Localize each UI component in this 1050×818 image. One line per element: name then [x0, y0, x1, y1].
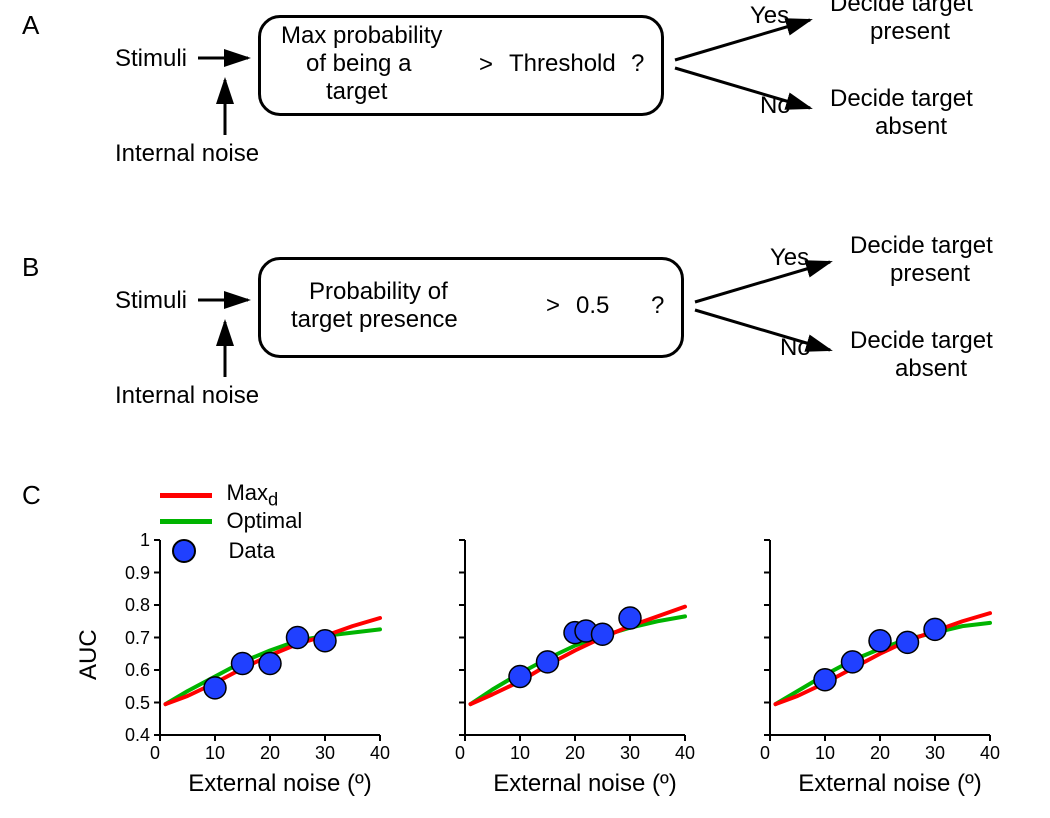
decide-present-b-l2: present [890, 260, 970, 288]
x-axis-label: External noise (º) [750, 770, 1030, 798]
no-b: No [780, 334, 811, 362]
yes-a: Yes [750, 2, 789, 30]
process-box-b: Probability of target presence > 0.5 ? [258, 257, 684, 358]
chart-panel-1: 0102030400.40.50.60.70.80.91External noi… [140, 530, 420, 810]
box-b-qmark: ? [651, 292, 664, 320]
decide-absent-a-l2: absent [875, 113, 947, 141]
decide-present-a-l2: present [870, 18, 950, 46]
legend-maxd-sub: d [268, 488, 278, 509]
decide-absent-b-l2: absent [895, 355, 967, 383]
legend-maxd: Maxd [160, 480, 278, 510]
y-axis-label: AUC [75, 629, 103, 680]
process-box-a: Max probability of being a target > Thre… [258, 15, 664, 116]
panel-label-b: B [22, 252, 39, 283]
decide-absent-a-l1: Decide target [830, 85, 973, 113]
box-a-gt: > [479, 51, 493, 79]
legend-maxd-label: Max [226, 480, 268, 505]
chart-panel-3: 010203040External noise (º) [750, 530, 1030, 810]
panel-label-a: A [22, 10, 39, 41]
box-a-l1: Max probability [281, 22, 442, 50]
box-b-threshold: 0.5 [576, 292, 609, 320]
decide-absent-b-l1: Decide target [850, 327, 993, 355]
decide-present-a-l1: Decide target [830, 0, 973, 18]
flowchart-a: Stimuli Internal noise Max probability o… [70, 10, 1030, 190]
charts-area: Maxd Optimal Data AUC 0102030400.40.50.6… [90, 500, 1030, 810]
box-b-l2: target presence [291, 306, 458, 334]
chart-panel-2: 010203040External noise (º) [445, 530, 725, 810]
box-b-gt: > [546, 292, 560, 320]
panel-label-c: C [22, 480, 41, 511]
box-a-threshold: Threshold [509, 50, 616, 78]
box-b-l1: Probability of [309, 278, 448, 306]
x-axis-label: External noise (º) [445, 770, 725, 798]
x-axis-label: External noise (º) [140, 770, 420, 798]
flowchart-b: Stimuli Internal noise Probability of ta… [70, 252, 1030, 432]
box-a-qmark: ? [631, 50, 644, 78]
yes-b: Yes [770, 244, 809, 272]
box-a-l3: target [326, 78, 387, 106]
box-a-l2: of being a [306, 50, 411, 78]
no-a: No [760, 92, 791, 120]
decide-present-b-l1: Decide target [850, 232, 993, 260]
